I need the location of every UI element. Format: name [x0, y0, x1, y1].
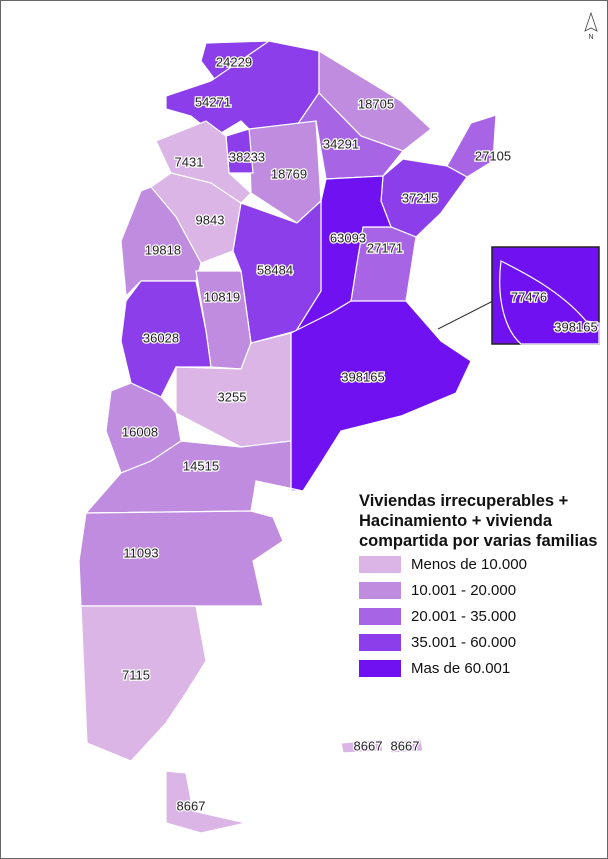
province-tierra-del-fuego [165, 770, 247, 834]
label-entre-rios: 27171 [367, 240, 403, 255]
legend-swatch [359, 660, 401, 677]
legend-swatch [359, 634, 401, 651]
legend-label: 10.001 - 20.000 [411, 582, 517, 599]
inset-caba [491, 246, 600, 345]
province-buenos-aires [290, 300, 472, 492]
legend-title: Viviendas irrecuperables + Hacinamiento … [359, 492, 598, 550]
legend-label: 20.001 - 35.000 [411, 608, 517, 625]
label-san-juan: 19818 [145, 242, 181, 257]
label-islands-1: 8667 [354, 738, 383, 753]
label-santiago: 18769 [271, 166, 307, 181]
label-neuquen: 16008 [122, 424, 158, 439]
label-chaco: 34291 [323, 136, 359, 151]
label-islands-2: 8667 [391, 738, 420, 753]
inset-leader-line [437, 300, 494, 330]
label-inset-buenos-aires: 398165 [554, 319, 597, 334]
label-formosa: 18705 [358, 96, 394, 111]
label-santa-fe: 63093 [330, 230, 366, 245]
label-la-pampa: 3255 [218, 389, 247, 404]
legend-item: 35.001 - 60.000 [359, 630, 599, 655]
legend-item: Mas de 60.001 [359, 656, 599, 681]
label-cordoba: 58484 [257, 262, 293, 277]
legend-swatch [359, 608, 401, 625]
label-buenos-aires: 398165 [341, 369, 384, 384]
label-tierra-del-fuego: 8667 [177, 798, 206, 813]
label-corrientes: 37215 [402, 190, 438, 205]
province-la-pampa [175, 332, 292, 448]
legend-item: 10.001 - 20.000 [359, 578, 599, 603]
north-label: N [588, 34, 593, 41]
label-san-luis: 10819 [204, 289, 240, 304]
province-chubut [78, 510, 284, 607]
legend-swatch [359, 556, 401, 573]
legend-label: Mas de 60.001 [411, 660, 511, 677]
label-la-rioja: 9843 [196, 212, 225, 227]
legend-item: Menos de 10.000 [359, 552, 599, 577]
label-salta: 54271 [195, 94, 231, 109]
legend-label: Menos de 10.000 [411, 556, 527, 573]
label-mendoza: 36028 [143, 330, 179, 345]
north-arrow-icon [584, 11, 598, 32]
legend-swatch [359, 582, 401, 599]
label-santa-cruz: 7115 [122, 667, 150, 682]
legend: Viviendas irrecuperables + Hacinamiento … [359, 491, 599, 681]
label-jujuy: 24229 [216, 54, 252, 69]
islands-2 [388, 738, 424, 754]
label-misiones: 27105 [475, 148, 511, 163]
province-misiones [446, 114, 497, 178]
label-chubut: 11093 [123, 545, 158, 560]
province-santa-cruz [80, 605, 207, 762]
label-caba: 77476 [511, 289, 547, 304]
province-chaco [291, 92, 404, 180]
label-tucuman: 38233 [229, 149, 265, 164]
islands-1 [340, 738, 384, 754]
province-san-juan [120, 186, 202, 298]
legend-label: 35.001 - 60.000 [411, 634, 517, 651]
label-catamarca: 7431 [175, 154, 204, 169]
legend-item: 20.001 - 35.000 [359, 604, 599, 629]
label-rio-negro: 14515 [183, 458, 219, 473]
